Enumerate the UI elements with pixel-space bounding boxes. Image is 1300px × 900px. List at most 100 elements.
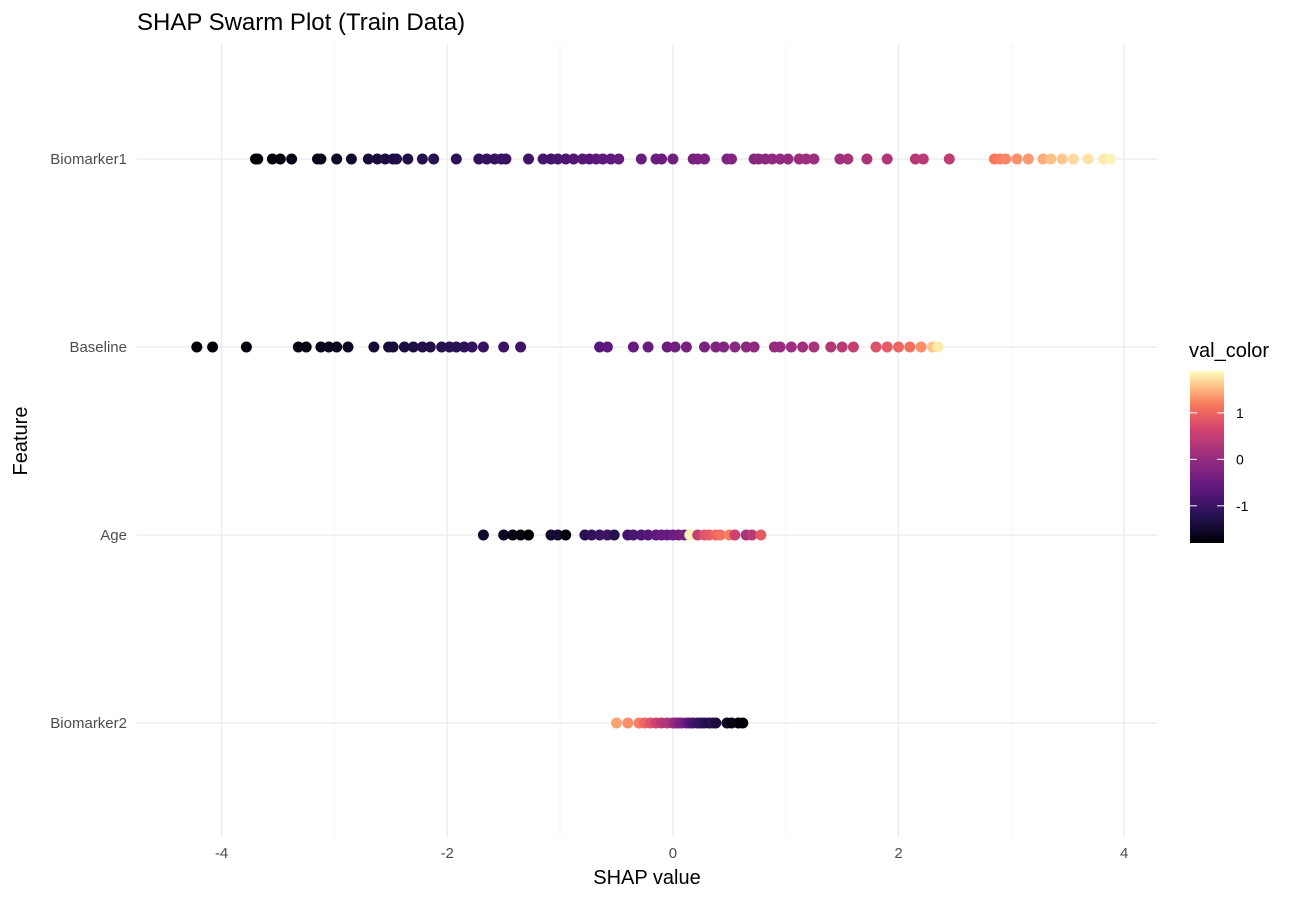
legend-tick-label: 0 [1236, 451, 1244, 467]
swarm-point [627, 529, 639, 541]
swarm-point [342, 341, 354, 353]
x-tick-label: 4 [1120, 845, 1128, 862]
swarm-point [191, 341, 203, 353]
swarm-point [608, 529, 620, 541]
swarm-point [568, 153, 580, 165]
swarm-point [424, 341, 436, 353]
swarm-point [387, 341, 399, 353]
swarm-point [774, 153, 786, 165]
swarm-point [726, 153, 737, 165]
swarm-point [785, 341, 797, 353]
swarm-point [893, 341, 904, 353]
legend-tick-label: 1 [1236, 405, 1244, 421]
swarm-point [515, 529, 527, 541]
y-tick-labels: Biomarker1 Baseline Age Biomarker2 [50, 151, 127, 732]
swarm-point [1082, 153, 1094, 165]
swarm-point [300, 341, 312, 353]
swarm-point [710, 717, 722, 729]
swarm-point [523, 529, 534, 541]
swarm-points [191, 153, 1117, 729]
swarm-point [473, 153, 485, 165]
legend-title: val_color [1189, 340, 1269, 362]
swarm-point [808, 153, 820, 165]
swarm-point [755, 529, 767, 541]
y-tick-label: Biomarker1 [50, 151, 127, 168]
swarm-point [428, 153, 440, 165]
legend-ticks: -1 0 1 [1190, 405, 1249, 514]
swarm-point [613, 153, 625, 165]
swarm-point [515, 341, 527, 353]
swarm-point [601, 341, 613, 353]
swarm-point [477, 529, 489, 541]
swarm-point [1037, 153, 1049, 165]
swarm-point [560, 153, 572, 165]
swarm-point [729, 529, 741, 541]
swarm-point [379, 153, 391, 165]
swarm-point [315, 153, 327, 165]
swarm-point [680, 341, 692, 353]
swarm-point [714, 529, 726, 541]
swarm-point [881, 341, 893, 353]
swarm-point [847, 341, 859, 353]
swarm-point [458, 341, 470, 353]
swarm-point [635, 153, 647, 165]
swarm-point [252, 153, 264, 165]
x-tick-label: -2 [441, 845, 454, 862]
swarm-point [669, 341, 681, 353]
swarm-point [766, 153, 778, 165]
legend-tick-label: -1 [1236, 498, 1249, 514]
swarm-point [315, 341, 327, 353]
swarm-point [808, 341, 820, 353]
swarm-point [1105, 153, 1117, 165]
swarm-point [450, 341, 462, 353]
color-legend: val_color -1 0 1 [1189, 340, 1269, 543]
y-tick-label: Age [100, 527, 127, 544]
swarm-point [825, 341, 837, 353]
swarm-point [861, 153, 873, 165]
swarm-point [331, 153, 343, 165]
x-axis-label: SHAP value [593, 867, 700, 889]
swarm-point [240, 341, 252, 353]
swarm-point [718, 341, 730, 353]
x-tick-label: -4 [215, 845, 228, 862]
swarm-point [740, 341, 752, 353]
legend-colorbar [1190, 371, 1224, 543]
swarm-point [266, 153, 278, 165]
swarm-point [586, 529, 598, 541]
swarm-point [661, 341, 673, 353]
swarm-point [1022, 153, 1034, 165]
swarm-point [466, 341, 478, 353]
x-tick-label: 2 [894, 845, 902, 862]
swarm-point [904, 341, 916, 353]
y-tick-label: Biomarker2 [50, 715, 127, 732]
swarm-point [323, 341, 335, 353]
swarm-point [909, 153, 921, 165]
swarm-point [836, 341, 848, 353]
swarm-point [667, 153, 679, 165]
swarm-point [416, 153, 428, 165]
chart-title: SHAP Swarm Plot (Train Data) [137, 9, 465, 36]
swarm-point [368, 341, 380, 353]
swarm-point [737, 717, 749, 729]
swarm-point [642, 341, 654, 353]
swarm-point [943, 153, 955, 165]
x-tick-labels: -4 -2 0 2 4 [215, 845, 1128, 862]
swarm-point [552, 153, 564, 165]
swarm-point [500, 153, 512, 165]
swarm-point [797, 341, 809, 353]
swarm-point [594, 341, 606, 353]
swarm-point [1000, 153, 1012, 165]
y-axis-label: Feature [10, 407, 32, 476]
swarm-point [1056, 153, 1068, 165]
swarm-point [748, 341, 760, 353]
swarm-point [746, 529, 758, 541]
swarm-point [1067, 153, 1079, 165]
swarm-point [371, 153, 383, 165]
swarm-point [560, 529, 572, 541]
swarm-point [292, 341, 304, 353]
swarm-point [362, 153, 374, 165]
swarm-point [917, 153, 929, 165]
swarm-point [416, 341, 428, 353]
swarm-point [274, 153, 286, 165]
swarm-point [398, 341, 410, 353]
